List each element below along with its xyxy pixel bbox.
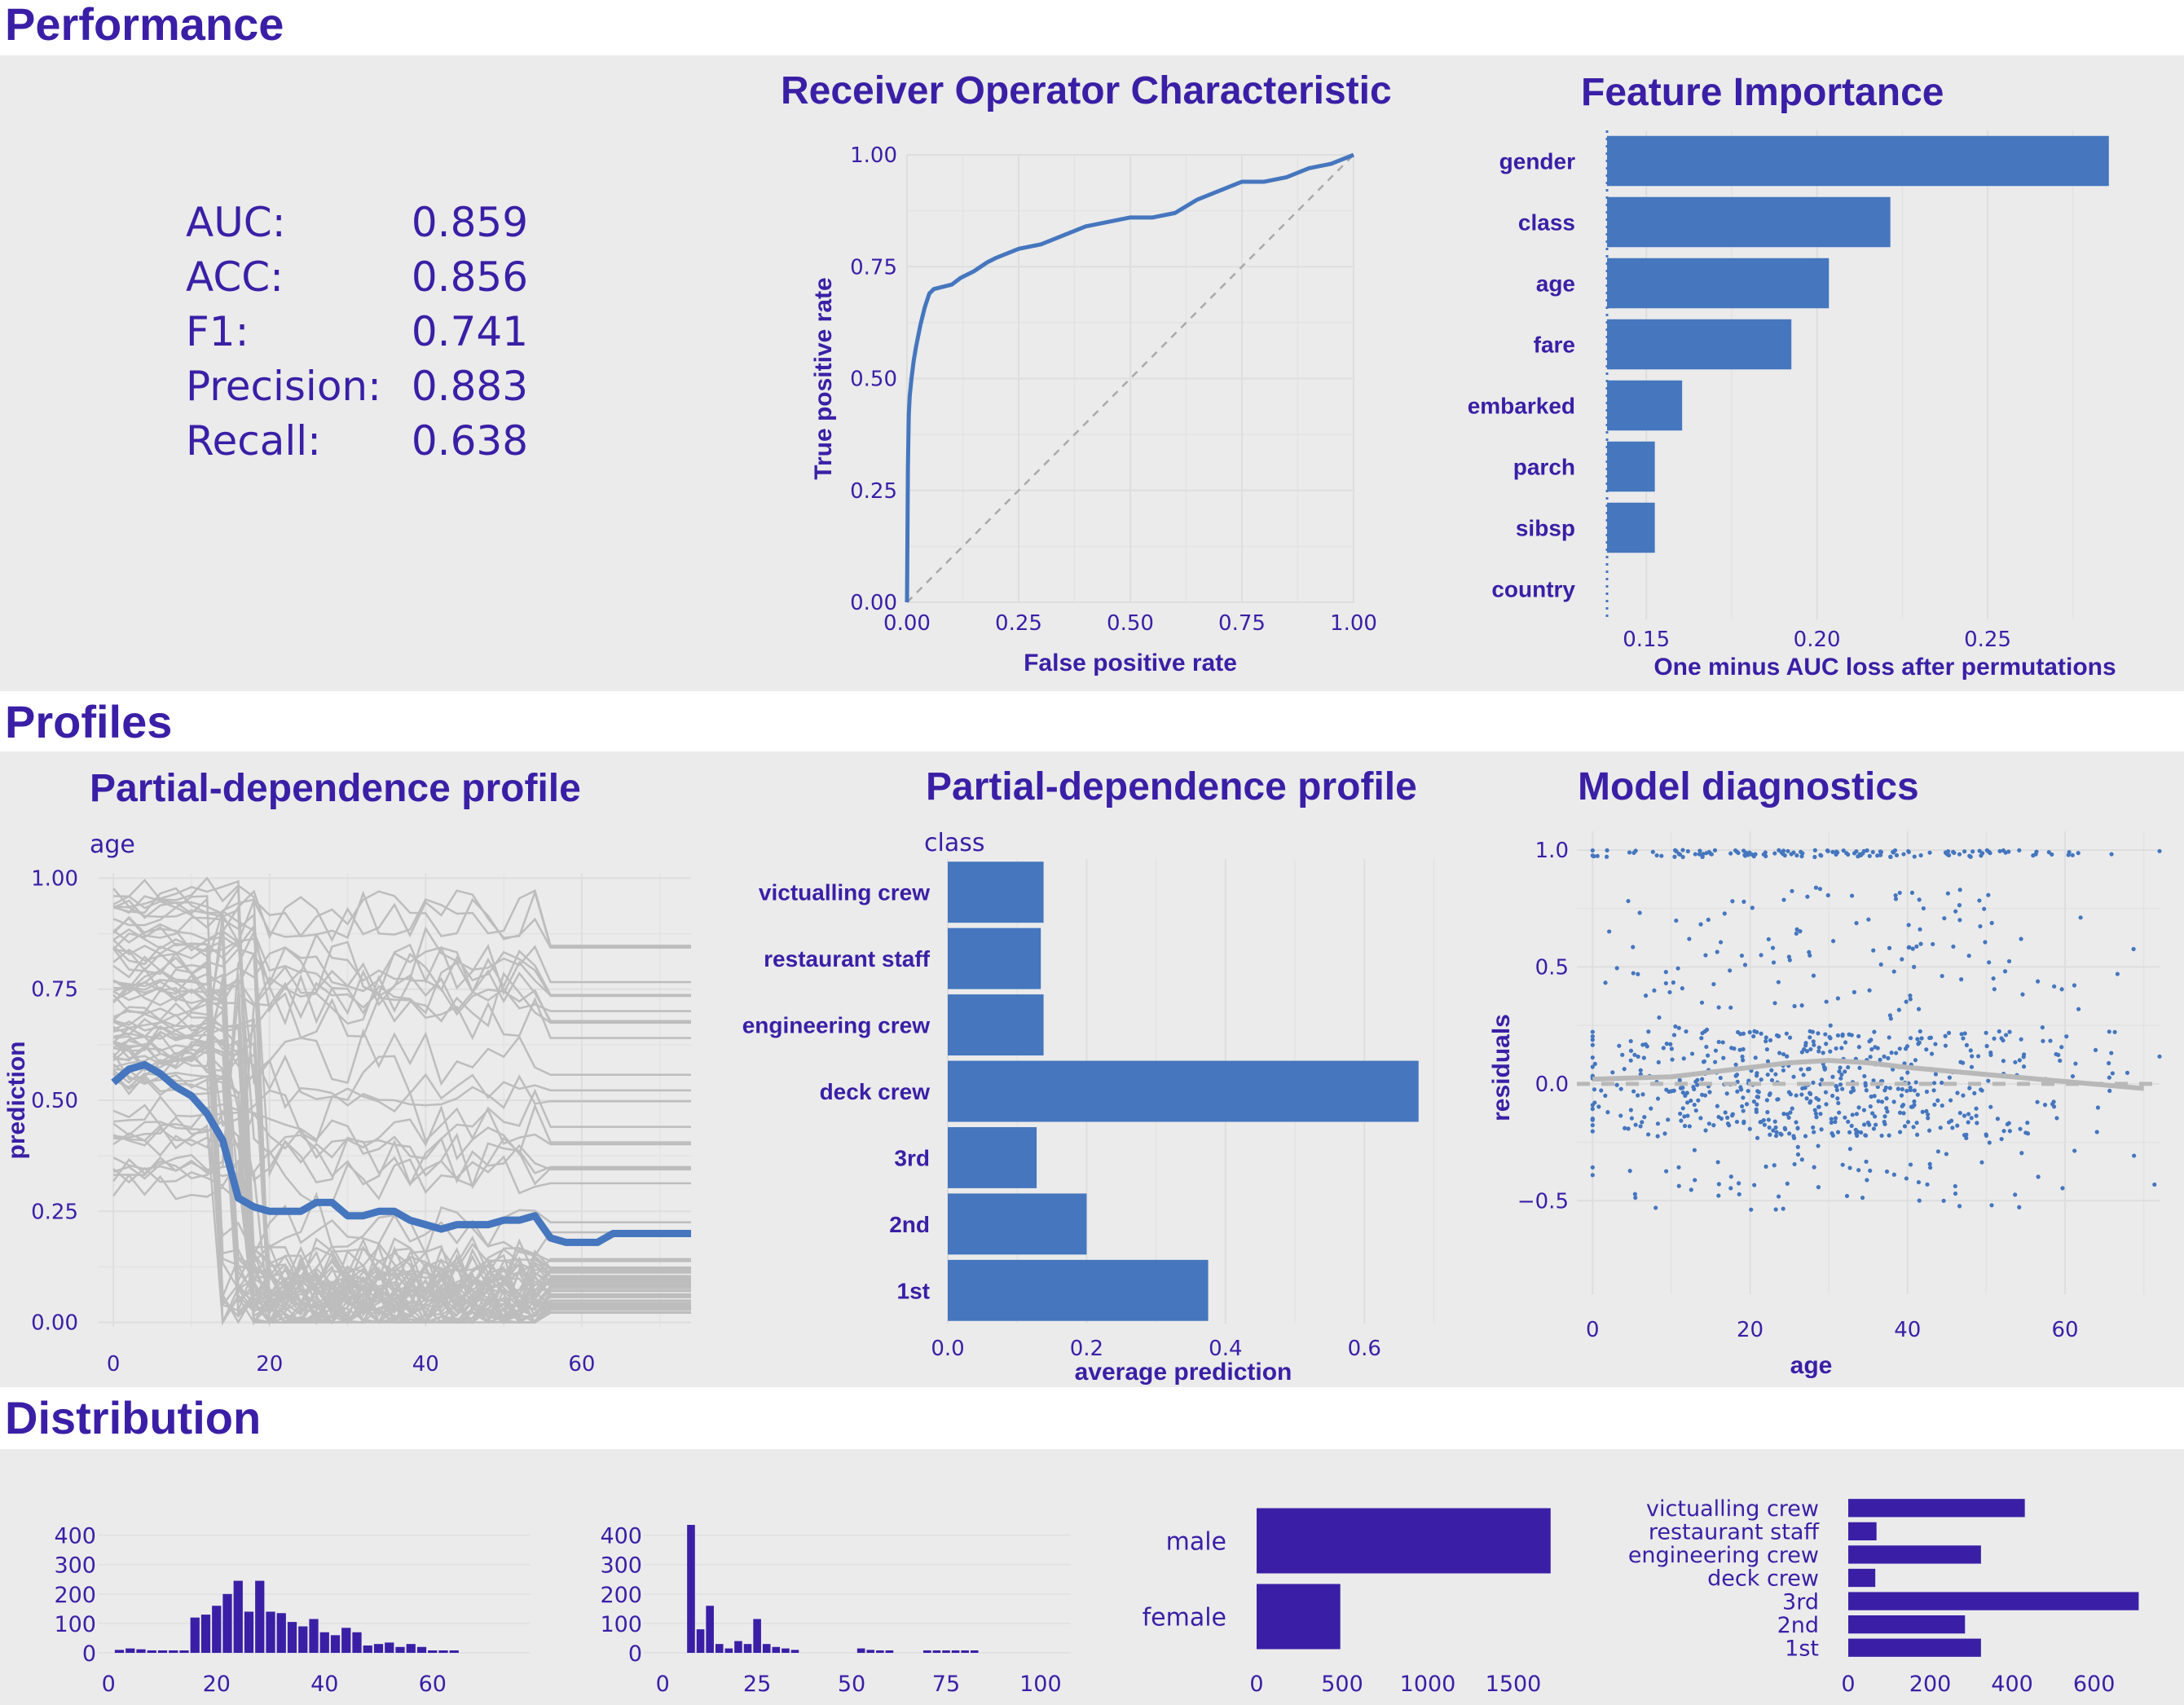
distribution-band (0, 1449, 2184, 1705)
pdp-class-title: Partial-dependence profile (926, 765, 1417, 808)
diagnostics-title: Model diagnostics (1578, 765, 1919, 808)
metric-label: ACC: (186, 253, 284, 301)
metric-value: 0.856 (411, 253, 528, 301)
metric-value: 0.883 (411, 363, 528, 410)
importance-title: Feature Importance (1581, 71, 1944, 114)
metric-row: AUC: 0.859 (186, 196, 528, 250)
metric-row: Recall: 0.638 (186, 414, 528, 469)
pdp-age-title: Partial-dependence profile (90, 767, 581, 810)
metric-label: Recall: (186, 417, 322, 465)
metric-value: 0.638 (411, 417, 528, 465)
metric-value: 0.859 (411, 199, 528, 246)
metrics-panel: AUC: 0.859 ACC: 0.856 F1: 0.741 Precisio… (186, 196, 528, 469)
metric-label: AUC: (186, 199, 286, 246)
roc-title: Receiver Operator Characteristic (781, 69, 1392, 112)
section-title-profiles: Profiles (5, 696, 173, 747)
section-title-performance: Performance (5, 0, 284, 50)
metric-row: F1: 0.741 (186, 305, 528, 359)
section-title-distribution: Distribution (5, 1392, 262, 1443)
profiles-band (0, 751, 2184, 1387)
metric-value: 0.741 (411, 308, 528, 355)
metric-label: Precision: (186, 363, 381, 410)
metric-row: Precision: 0.883 (186, 359, 528, 414)
metric-label: F1: (186, 308, 249, 355)
metric-row: ACC: 0.856 (186, 250, 528, 305)
